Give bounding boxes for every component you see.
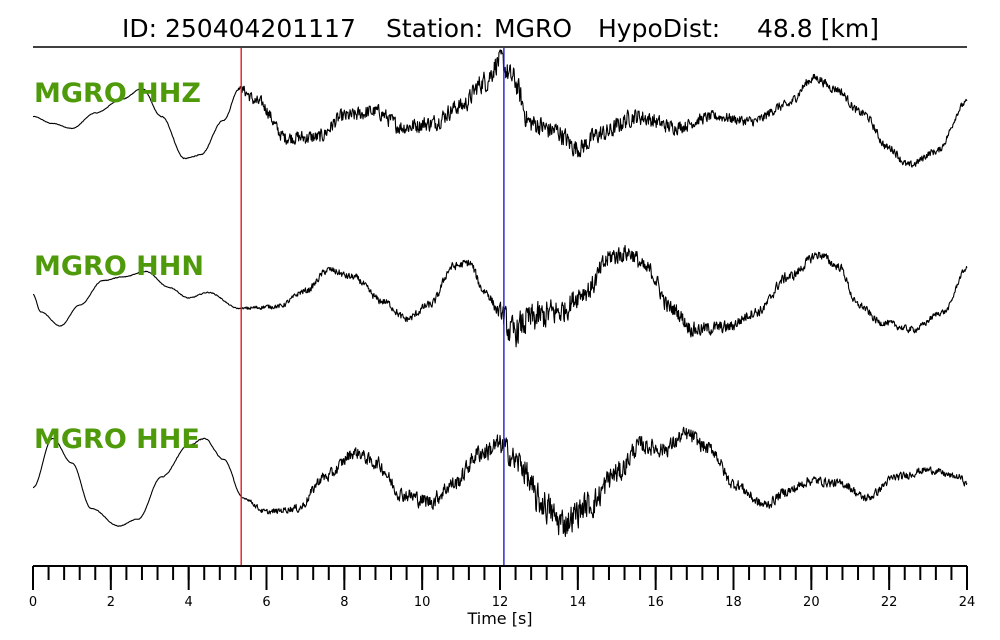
time-axis: 0 2 4 6 8 10 12 14 16 18 20 22 24	[29, 565, 976, 610]
tick-label: 20	[803, 595, 820, 610]
tick-label: 10	[414, 595, 431, 610]
title-id-label: ID:	[122, 14, 157, 43]
tick-label: 2	[107, 595, 115, 610]
tick-label: 14	[570, 595, 587, 610]
x-axis-label: Time [s]	[466, 609, 532, 628]
trace-mgro-hhn	[32, 244, 968, 348]
pick-lines	[240, 48, 505, 566]
channel-label-mgro-hhn: MGRO HHN	[34, 251, 204, 282]
title-distance-value: 48.8 [km]	[757, 14, 879, 43]
tick-label: 4	[185, 595, 193, 610]
trace-mgro-hhz	[32, 49, 968, 168]
channel-label-mgro-hhe: MGRO HHE	[34, 424, 200, 455]
trace-group	[32, 49, 968, 538]
tick-label: 12	[492, 595, 509, 610]
tick-label: 0	[29, 595, 37, 610]
chart-title: ID: 250404201117 Station: MGRO HypoDist:…	[122, 14, 879, 43]
title-station-value: MGRO	[494, 14, 572, 43]
tick-label: 22	[881, 595, 898, 610]
tick-label: 24	[959, 595, 976, 610]
tick-label: 16	[647, 595, 664, 610]
tick-label: 18	[725, 595, 742, 610]
tick-label: 8	[340, 595, 348, 610]
title-id-value: 250404201117	[165, 14, 356, 43]
trace-mgro-hhe	[32, 426, 968, 538]
channel-labels: MGRO HHZ MGRO HHN MGRO HHE	[34, 78, 204, 455]
tick-label: 6	[262, 595, 270, 610]
title-distance-label: HypoDist:	[598, 14, 720, 43]
channel-label-mgro-hhz: MGRO HHZ	[34, 78, 201, 109]
title-station-label: Station:	[386, 14, 483, 43]
